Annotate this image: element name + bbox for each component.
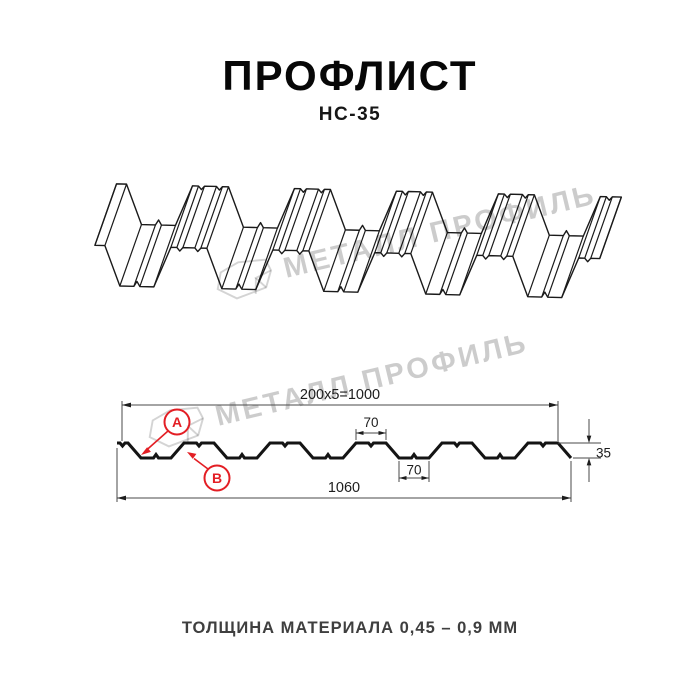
dim-valley-value: 70 (406, 463, 421, 478)
callout-side-b: В (187, 452, 231, 492)
sheet-fold-line (425, 232, 448, 295)
sheet-fold-line (296, 188, 320, 251)
sheet-fold-line (584, 196, 607, 259)
sheet-fold-line (459, 233, 482, 296)
sheet-fold-line (599, 196, 622, 259)
profile-3d-sheet (94, 183, 623, 299)
dim-rib-top-value: 70 (363, 415, 378, 430)
callout-a-label: А (172, 414, 182, 430)
dimension-valley-width: 70 (398, 461, 430, 482)
sheet-fold-line (194, 186, 218, 249)
sheet-fold-line (547, 235, 570, 298)
sheet-fold-line (323, 229, 346, 292)
callout-b-label: В (212, 470, 222, 486)
sheet-fold-line (512, 194, 535, 257)
dimension-overall-width: 1060 (116, 448, 572, 502)
sheet-fold-line (170, 185, 194, 248)
sheet-fold-line (176, 185, 200, 248)
sheet-fold-line (337, 230, 360, 292)
dimension-working-width: 200x5=1000 (121, 387, 559, 441)
sheet-fold-line (272, 188, 296, 251)
sheet-fold-line (500, 194, 523, 257)
sheet-fold-line (278, 188, 302, 251)
sheet-fold-line (200, 186, 224, 249)
sheet-fold-line (506, 194, 529, 257)
sheet-fold-line (380, 191, 403, 254)
sheet-fold-line (284, 188, 308, 251)
dim-height-value: 35 (596, 446, 611, 461)
dimension-height: 35 (558, 419, 611, 482)
product-code: НС-35 (318, 104, 382, 125)
sheet-fold-line (578, 196, 601, 259)
sheet-fold-line (133, 224, 157, 287)
sheet-fold-line (357, 230, 380, 293)
profile-section-path (117, 441, 573, 460)
dim-overall-width-value: 1060 (328, 480, 360, 496)
sheet-fold-line (221, 227, 244, 289)
sheet-fold-line (482, 193, 505, 256)
sheet-fold-line (308, 189, 332, 252)
sheet-fold-line (527, 235, 550, 297)
sheet-fold-line (476, 193, 499, 256)
sheet-fold-line (139, 224, 163, 287)
sheet-fold-line (445, 232, 468, 295)
sheet-fold-line (488, 193, 511, 256)
sheet-fold-line (241, 227, 264, 290)
sheet-fold-line (541, 235, 564, 298)
sheet-fold-line (561, 235, 584, 298)
material-thickness-note: ТОЛЩИНА МАТЕРИАЛА 0,45 – 0,9 ММ (181, 619, 519, 637)
sheet-fold-line (404, 191, 427, 254)
sheet-fold-line (410, 191, 433, 254)
sheet-fold-line (255, 227, 278, 290)
sheet-fold-line (302, 189, 326, 251)
sheet-fold-line (206, 186, 230, 249)
sheet-fold-line (374, 190, 397, 253)
sheet-fold-line (590, 196, 613, 259)
sheet-fold-line (94, 183, 118, 246)
dim-working-width-value: 200x5=1000 (300, 387, 380, 403)
sheet-fold-line (119, 224, 143, 287)
sheet-fold-line (386, 191, 409, 254)
sheet-fold-line (153, 225, 177, 288)
sheet-fold-line (398, 191, 421, 254)
sheet-fold-line (182, 185, 206, 248)
page-title: ПРОФЛИСТ (222, 52, 478, 99)
dimension-rib-top-width: 70 (355, 415, 387, 440)
sheet-fold-line (343, 230, 366, 293)
callout-side-a: А (141, 408, 191, 455)
sheet-fold-line (439, 232, 462, 295)
sheet-fold-line (104, 183, 128, 246)
sheet-fold-line (235, 227, 258, 290)
